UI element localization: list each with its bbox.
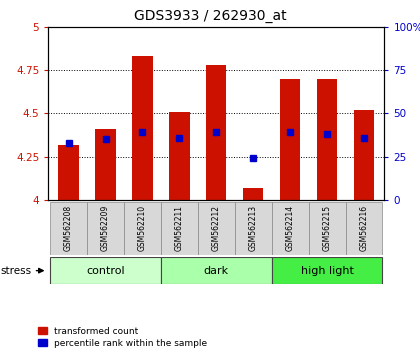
Bar: [354, 110, 374, 200]
Text: GSM562208: GSM562208: [64, 205, 73, 251]
Legend: transformed count, percentile rank within the sample: transformed count, percentile rank withi…: [38, 327, 207, 348]
Bar: [50, 202, 87, 255]
Text: high light: high light: [301, 266, 354, 276]
Text: GSM562214: GSM562214: [286, 205, 295, 251]
Text: control: control: [86, 266, 125, 276]
Bar: [132, 56, 152, 200]
Bar: [243, 188, 263, 200]
Bar: [272, 257, 383, 284]
Bar: [161, 202, 198, 255]
Bar: [206, 65, 226, 200]
Bar: [280, 79, 300, 200]
Text: GSM562209: GSM562209: [101, 205, 110, 251]
Text: GSM562215: GSM562215: [323, 205, 331, 251]
Bar: [124, 202, 161, 255]
Bar: [272, 202, 309, 255]
Text: dark: dark: [204, 266, 229, 276]
Text: GSM562211: GSM562211: [175, 205, 184, 251]
Bar: [317, 79, 337, 200]
Bar: [198, 202, 235, 255]
Text: GSM562210: GSM562210: [138, 205, 147, 251]
Bar: [161, 257, 272, 284]
Text: GSM562216: GSM562216: [360, 205, 368, 251]
Bar: [95, 129, 116, 200]
Bar: [58, 144, 79, 200]
Bar: [309, 202, 346, 255]
Bar: [169, 112, 189, 200]
Bar: [346, 202, 383, 255]
Text: stress: stress: [1, 266, 32, 276]
Text: GSM562213: GSM562213: [249, 205, 258, 251]
Text: GSM562212: GSM562212: [212, 205, 221, 251]
Bar: [235, 202, 272, 255]
Bar: [87, 202, 124, 255]
Text: GDS3933 / 262930_at: GDS3933 / 262930_at: [134, 9, 286, 23]
Bar: [50, 257, 161, 284]
